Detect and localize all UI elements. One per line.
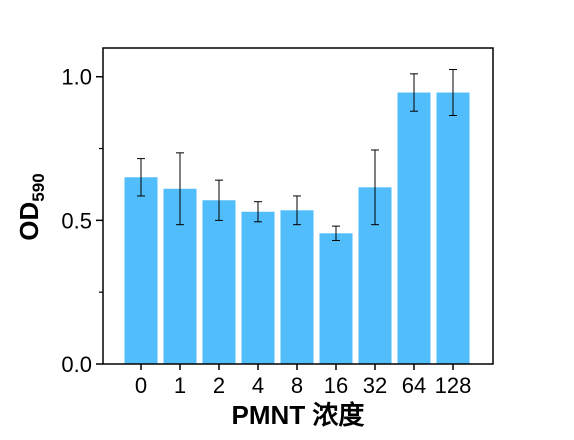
x-tick-label-32: 32 — [363, 373, 387, 398]
bar-8 — [280, 210, 314, 364]
x-tick-label-1: 1 — [174, 373, 186, 398]
x-axis: 0 1 2 4 8 16 32 64 128 — [135, 364, 471, 398]
error-bar-0 — [137, 158, 145, 197]
error-bars-group — [137, 69, 457, 241]
y-axis-title: OD590 — [14, 173, 48, 240]
x-tick-label-64: 64 — [402, 373, 426, 398]
y-tick-label-1.0: 1.0 — [61, 65, 92, 90]
y-axis-title-main: OD — [14, 202, 44, 241]
bar-128 — [436, 92, 470, 364]
x-tick-label-16: 16 — [324, 373, 348, 398]
bars-group — [124, 92, 470, 364]
plot-frame — [102, 47, 494, 365]
error-bar-128 — [449, 69, 457, 117]
y-tick-label-0.0: 0.0 — [61, 352, 92, 377]
error-bar-1 — [176, 152, 184, 226]
error-bar-4 — [254, 201, 262, 223]
error-bar-64 — [410, 73, 418, 112]
bar-4 — [241, 211, 275, 364]
bar-0 — [124, 177, 158, 364]
bar-2 — [202, 200, 236, 364]
x-tick-label-4: 4 — [252, 373, 264, 398]
svg-text:OD590: OD590 — [14, 173, 48, 240]
x-axis-title: PMNT 浓度 — [232, 400, 365, 430]
x-tick-label-2: 2 — [213, 373, 225, 398]
error-bar-32 — [371, 149, 379, 226]
error-bar-16 — [332, 225, 340, 241]
error-bar-2 — [215, 179, 223, 221]
x-tick-label-128: 128 — [435, 373, 472, 398]
x-tick-label-0: 0 — [135, 373, 147, 398]
y-axis-title-sub: 590 — [29, 173, 48, 201]
y-axis: 0.0 0.5 1.0 — [61, 65, 103, 377]
bar-16 — [319, 233, 353, 364]
y-tick-label-0.5: 0.5 — [61, 208, 92, 233]
x-tick-label-8: 8 — [291, 373, 303, 398]
error-bar-8 — [293, 195, 301, 226]
bar-64 — [397, 92, 431, 364]
